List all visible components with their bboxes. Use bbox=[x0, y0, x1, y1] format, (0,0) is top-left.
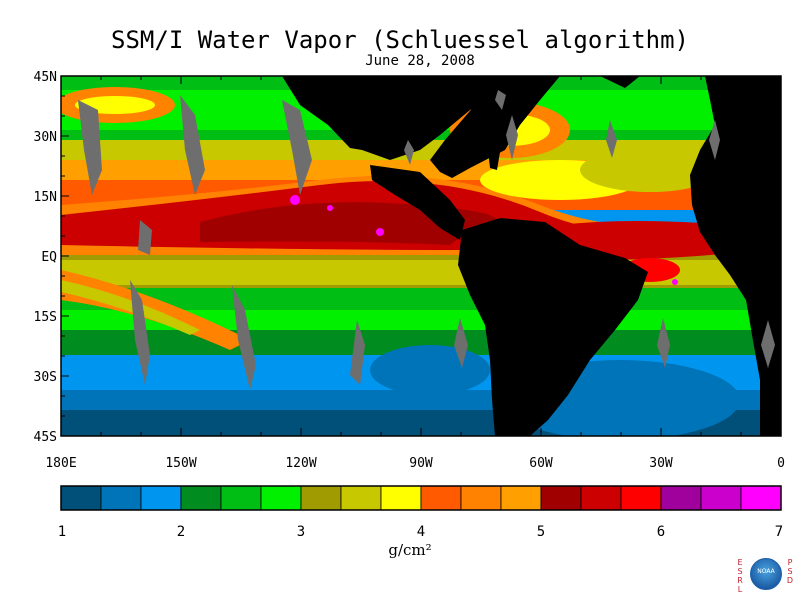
colorbar-tick-label: 3 bbox=[297, 524, 305, 540]
map-title: SSM/I Water Vapor (Schluessel algorithm) bbox=[111, 26, 689, 54]
colorbar-swatch bbox=[140, 485, 182, 511]
longitude-label: 150W bbox=[165, 456, 196, 471]
longitude-label: 30W bbox=[649, 456, 673, 471]
colorbar-swatch bbox=[220, 485, 262, 511]
colorbar-tick-label: 4 bbox=[417, 524, 425, 540]
colorbar-tick-label: 5 bbox=[537, 524, 545, 540]
central-america bbox=[370, 165, 465, 240]
land-masses bbox=[282, 76, 781, 436]
longitude-label: 60W bbox=[529, 456, 553, 471]
swath-gaps bbox=[78, 90, 775, 390]
longitude-labels: 180E 150W 120W 90W 60W 30W 0 bbox=[45, 456, 785, 471]
colorbar-swatch bbox=[260, 485, 302, 511]
colorbar-swatch bbox=[340, 485, 382, 511]
colorbar-tick-label: 7 bbox=[775, 524, 783, 540]
colorbar-swatch bbox=[580, 485, 622, 511]
colorbar-swatch bbox=[300, 485, 342, 511]
colorbar-tick-label: 2 bbox=[177, 524, 185, 540]
map-ticks bbox=[60, 75, 782, 437]
florida bbox=[488, 150, 500, 170]
longitude-label: 0 bbox=[777, 456, 785, 471]
colorbar-swatch bbox=[380, 485, 422, 511]
longitude-label: 120W bbox=[285, 456, 316, 471]
colorbar-swatch bbox=[420, 485, 462, 511]
latitude-label: 45S bbox=[34, 430, 57, 445]
latitude-labels: 45N 30N 15N EQ 15S 30S 45S bbox=[34, 70, 58, 445]
longitude-label: 90W bbox=[409, 456, 433, 471]
latitude-label: 45N bbox=[34, 70, 57, 85]
colorbar-tick-labels: 1 2 3 4 5 6 7 bbox=[58, 524, 783, 540]
colorbar-frame bbox=[60, 485, 782, 511]
colorbar-swatch bbox=[180, 485, 222, 511]
latitude-label: 15S bbox=[34, 310, 57, 325]
colorbar-units: g/cm² bbox=[388, 541, 432, 559]
greenland-area bbox=[600, 76, 640, 88]
africa bbox=[690, 76, 781, 436]
noaa-emblem-icon: NOAA bbox=[750, 558, 782, 590]
colorbar bbox=[60, 485, 782, 511]
north-america-east bbox=[430, 76, 560, 178]
colorbar-swatch bbox=[60, 485, 102, 511]
colorbar-swatch bbox=[620, 485, 662, 511]
latitude-label: 15N bbox=[34, 190, 57, 205]
latitude-label: 30S bbox=[34, 370, 57, 385]
south-america bbox=[458, 218, 648, 436]
colorbar-swatch bbox=[740, 485, 782, 511]
colorbar-tick-label: 6 bbox=[657, 524, 665, 540]
colorbar-swatch bbox=[660, 485, 702, 511]
north-america bbox=[282, 76, 500, 160]
map-date: June 28, 2008 bbox=[365, 53, 475, 69]
colorbar-swatch bbox=[500, 485, 542, 511]
latitude-label: EQ bbox=[41, 250, 57, 265]
colorbar-swatch bbox=[700, 485, 742, 511]
colorbar-swatch bbox=[460, 485, 502, 511]
colorbar-swatch bbox=[540, 485, 582, 511]
latitude-label: 30N bbox=[34, 130, 57, 145]
longitude-label: 180E bbox=[45, 456, 76, 471]
colorbar-tick-label: 1 bbox=[58, 524, 66, 540]
colorbar-swatch bbox=[100, 485, 142, 511]
